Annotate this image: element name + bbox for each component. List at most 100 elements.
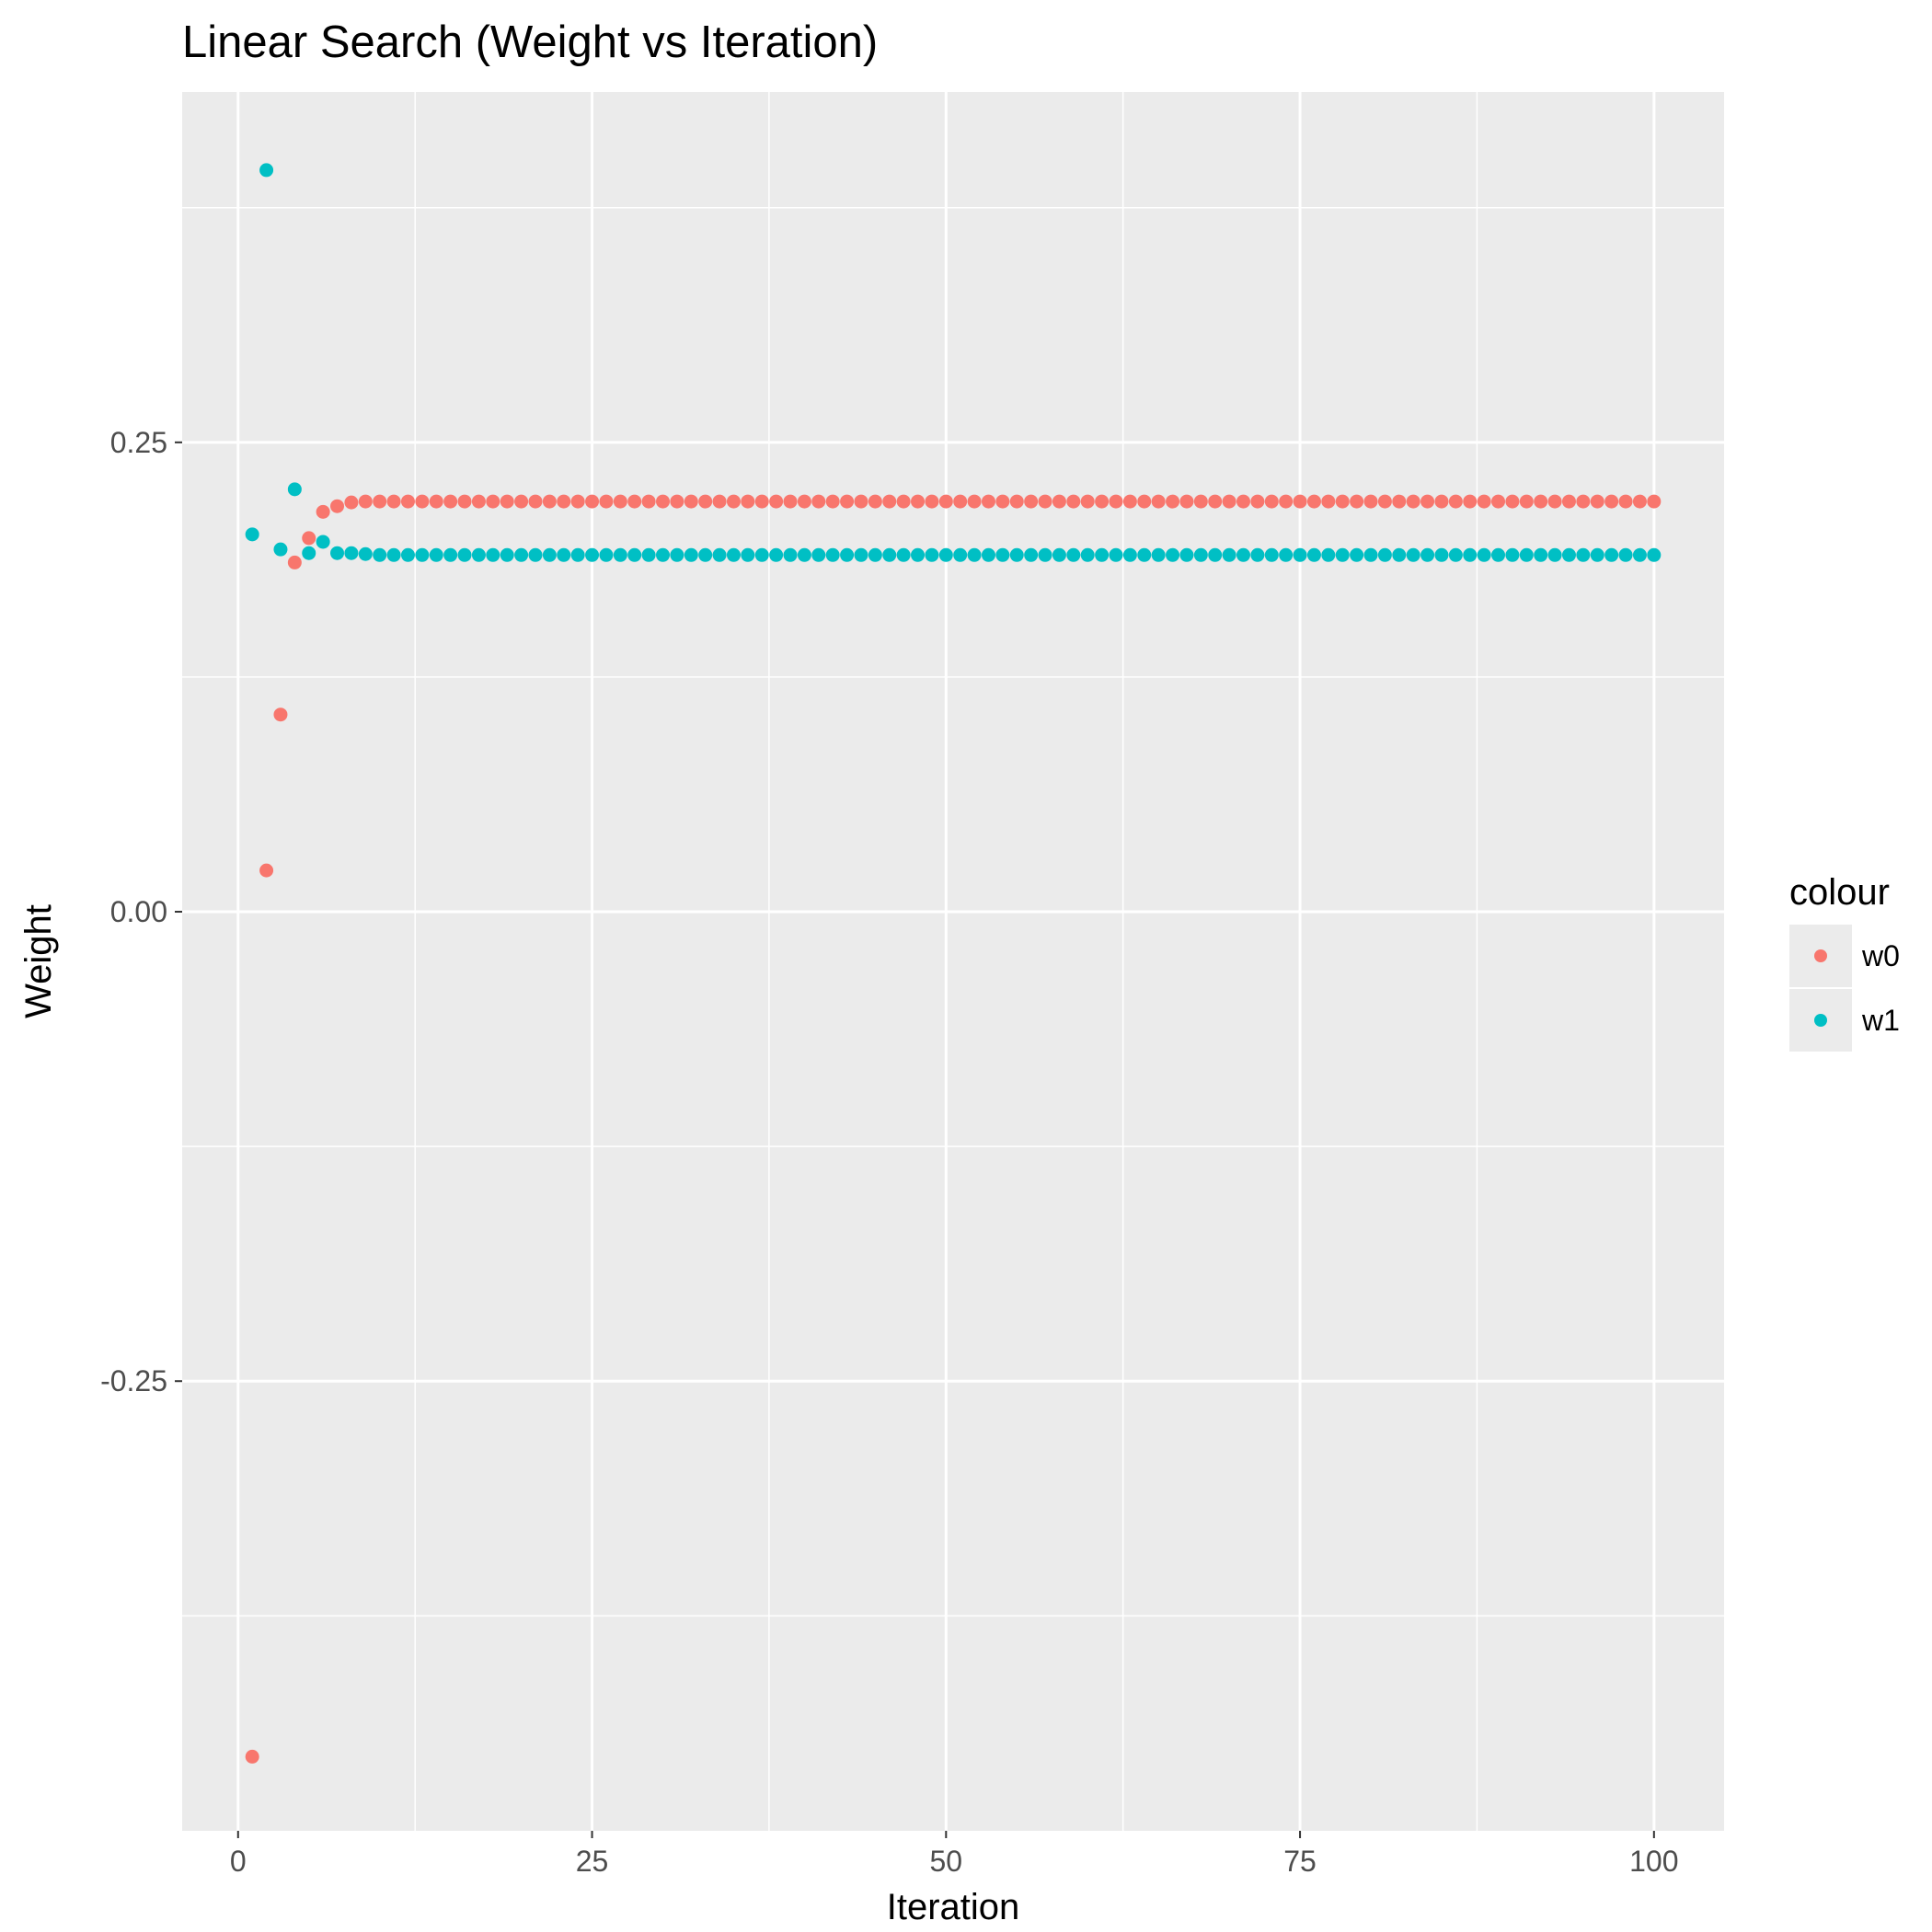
point-w1 bbox=[1095, 547, 1110, 562]
point-w1 bbox=[528, 547, 543, 562]
plot-panel bbox=[182, 92, 1724, 1831]
point-w0 bbox=[542, 494, 557, 509]
point-w1 bbox=[854, 547, 868, 562]
point-w0 bbox=[443, 494, 458, 509]
point-w1 bbox=[1434, 547, 1449, 562]
point-w0 bbox=[457, 494, 472, 509]
point-w0 bbox=[1009, 494, 1024, 509]
y-tick-label: 0.00 bbox=[110, 895, 167, 928]
point-w1 bbox=[754, 547, 769, 562]
point-w0 bbox=[981, 494, 995, 509]
point-w0 bbox=[698, 494, 713, 509]
point-w0 bbox=[302, 531, 316, 546]
point-w1 bbox=[698, 547, 713, 562]
point-w0 bbox=[570, 494, 585, 509]
point-w1 bbox=[1519, 547, 1534, 562]
point-w1 bbox=[1335, 547, 1350, 562]
point-w1 bbox=[400, 547, 415, 562]
point-w0 bbox=[1604, 494, 1619, 509]
point-w0 bbox=[1463, 494, 1478, 509]
point-w1 bbox=[1137, 547, 1152, 562]
point-w0 bbox=[896, 494, 911, 509]
point-w0 bbox=[287, 555, 302, 569]
point-w1 bbox=[1279, 547, 1294, 562]
point-w0 bbox=[1080, 494, 1095, 509]
point-w1 bbox=[1420, 547, 1435, 562]
point-w0 bbox=[528, 494, 543, 509]
point-w1 bbox=[429, 547, 443, 562]
point-w0 bbox=[1519, 494, 1534, 509]
point-w1 bbox=[1066, 547, 1081, 562]
point-w0 bbox=[486, 494, 500, 509]
point-w0 bbox=[1618, 494, 1633, 509]
point-w1 bbox=[443, 547, 458, 562]
point-w0 bbox=[1350, 494, 1364, 509]
point-w1 bbox=[1576, 547, 1591, 562]
point-w0 bbox=[1491, 494, 1506, 509]
point-w1 bbox=[953, 547, 968, 562]
point-w0 bbox=[1647, 494, 1662, 509]
point-w0 bbox=[840, 494, 855, 509]
point-w1 bbox=[981, 547, 995, 562]
point-w0 bbox=[925, 494, 939, 509]
point-w0 bbox=[1335, 494, 1350, 509]
point-w0 bbox=[1306, 494, 1321, 509]
point-w1 bbox=[1561, 547, 1576, 562]
chart-title: Linear Search (Weight vs Iteration) bbox=[182, 17, 878, 67]
point-w1 bbox=[1236, 547, 1251, 562]
point-w1 bbox=[542, 547, 557, 562]
point-w0 bbox=[259, 863, 274, 878]
x-axis-title: Iteration bbox=[887, 1887, 1020, 1927]
point-w0 bbox=[1293, 494, 1307, 509]
point-w0 bbox=[1561, 494, 1576, 509]
point-w1 bbox=[570, 547, 585, 562]
point-w0 bbox=[938, 494, 953, 509]
legend-item-w1: w1 bbox=[1789, 989, 1900, 1052]
point-w1 bbox=[1222, 547, 1236, 562]
point-w0 bbox=[1377, 494, 1392, 509]
point-w1 bbox=[925, 547, 939, 562]
point-w0 bbox=[1590, 494, 1604, 509]
legend-label-w0: w0 bbox=[1861, 939, 1900, 972]
point-w1 bbox=[1122, 547, 1137, 562]
point-w0 bbox=[1095, 494, 1110, 509]
point-w0 bbox=[1166, 494, 1180, 509]
point-w1 bbox=[1052, 547, 1066, 562]
point-w0 bbox=[854, 494, 868, 509]
point-w1 bbox=[557, 547, 571, 562]
point-w1 bbox=[840, 547, 855, 562]
point-w1 bbox=[373, 547, 387, 562]
point-w1 bbox=[1293, 547, 1307, 562]
point-w1 bbox=[641, 547, 656, 562]
y-tick-label: 0.25 bbox=[110, 426, 167, 459]
point-w0 bbox=[1547, 494, 1562, 509]
point-w0 bbox=[1236, 494, 1251, 509]
point-w1 bbox=[1632, 547, 1647, 562]
point-w0 bbox=[641, 494, 656, 509]
point-w0 bbox=[273, 707, 288, 722]
point-w0 bbox=[1109, 494, 1123, 509]
point-w1 bbox=[670, 547, 684, 562]
x-tick-label: 75 bbox=[1283, 1845, 1317, 1878]
data-points bbox=[245, 163, 1662, 1764]
point-w0 bbox=[245, 1749, 259, 1764]
point-w0 bbox=[585, 494, 600, 509]
point-w1 bbox=[1647, 547, 1662, 562]
point-w1 bbox=[585, 547, 600, 562]
point-w1 bbox=[486, 547, 500, 562]
point-w1 bbox=[1590, 547, 1604, 562]
point-w1 bbox=[344, 546, 359, 560]
point-w1 bbox=[1363, 547, 1378, 562]
point-w0 bbox=[1576, 494, 1591, 509]
point-w0 bbox=[373, 494, 387, 509]
point-w1 bbox=[259, 163, 274, 178]
point-w1 bbox=[684, 547, 698, 562]
point-w0 bbox=[1321, 494, 1336, 509]
point-w0 bbox=[330, 499, 345, 513]
point-w0 bbox=[1052, 494, 1066, 509]
point-w0 bbox=[471, 494, 486, 509]
point-w0 bbox=[1066, 494, 1081, 509]
x-axis: 0 25 50 75 100 bbox=[230, 1831, 1679, 1878]
point-w1 bbox=[1534, 547, 1548, 562]
point-w1 bbox=[273, 542, 288, 557]
